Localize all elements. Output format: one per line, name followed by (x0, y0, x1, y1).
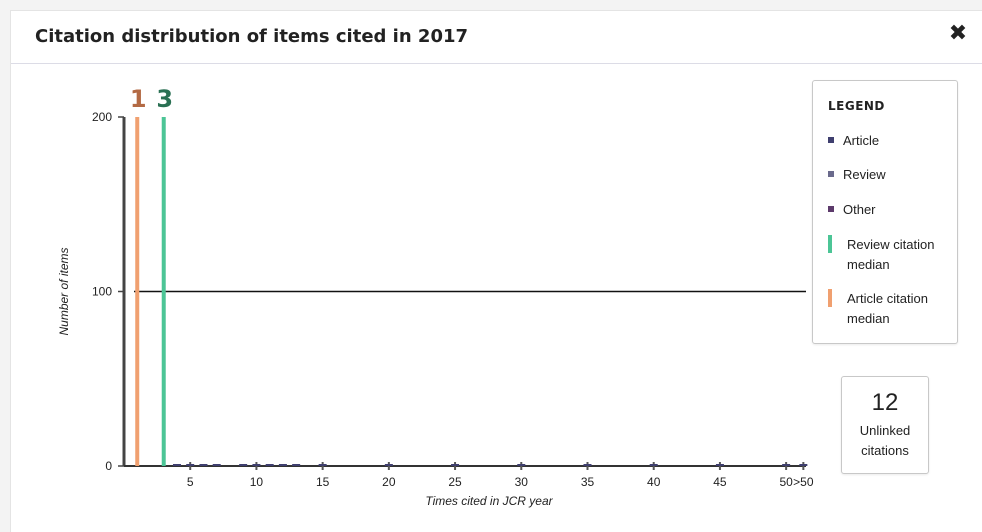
data-bar (782, 464, 791, 466)
median-label: 3 (156, 85, 173, 113)
median-line (135, 117, 140, 466)
x-tick-label: >50 (793, 475, 814, 489)
data-bar (583, 464, 592, 466)
unlinked-citations-count: 12 (871, 389, 899, 416)
data-bar (451, 464, 460, 466)
x-tick-label: 10 (250, 475, 264, 489)
dialog-header: Citation distribution of items cited in … (11, 11, 982, 64)
legend-label: Review citation median (847, 237, 935, 272)
data-bar (799, 464, 808, 466)
legend-panel: LEGEND Article Review Other Review citat… (812, 80, 958, 344)
legend-label: Article (843, 133, 880, 148)
data-bar (384, 464, 393, 466)
data-bar (517, 464, 526, 466)
data-bar (292, 464, 301, 466)
y-tick-label: 100 (92, 285, 112, 299)
median-label: 1 (130, 85, 147, 113)
x-axis-label: Times cited in JCR year (425, 494, 553, 508)
x-tick-label: 5 (187, 475, 194, 489)
x-tick-label: 20 (382, 475, 396, 489)
data-bar (649, 464, 658, 466)
dialog-title: Citation distribution of items cited in … (35, 26, 469, 47)
close-icon[interactable]: ✖ (948, 21, 968, 46)
x-tick-label: 35 (581, 475, 595, 489)
article-square-icon (828, 137, 834, 143)
legend-item-article: Article (828, 131, 948, 151)
data-bar (715, 464, 724, 466)
data-bar (239, 464, 248, 466)
data-bar (278, 464, 287, 466)
x-tick-label: 15 (316, 475, 330, 489)
legend-label: Review (843, 167, 886, 182)
other-square-icon (828, 206, 834, 212)
unlinked-citations-box: 12 Unlinked citations (841, 376, 929, 474)
legend-label: Article citation median (847, 291, 928, 326)
legend-item-article-median: Article citation median (828, 289, 948, 329)
review-median-bar-icon (828, 235, 832, 253)
unlinked-citations-label: Unlinked citations (859, 423, 911, 458)
x-tick-label: 30 (515, 475, 529, 489)
data-bar (199, 464, 208, 466)
x-tick-label: 40 (647, 475, 661, 489)
median-line (161, 117, 166, 466)
article-median-bar-icon (828, 289, 832, 307)
x-tick-label: 25 (448, 475, 462, 489)
y-tick-label: 0 (105, 459, 112, 473)
legend-item-review-median: Review citation median (828, 235, 948, 275)
data-bar (252, 464, 261, 466)
data-bar (265, 464, 274, 466)
data-bar (172, 464, 181, 466)
review-square-icon (828, 171, 834, 177)
x-tick-label: 50 (779, 475, 793, 489)
data-bar (186, 464, 195, 466)
y-tick-label: 200 (92, 110, 112, 124)
y-axis-label: Number of items (57, 247, 71, 335)
legend-item-review: Review (828, 165, 948, 185)
legend-label: Other (843, 202, 876, 217)
legend-item-other: Other (828, 200, 948, 220)
data-bar (318, 464, 327, 466)
data-bar (212, 464, 221, 466)
legend-title: LEGEND (828, 99, 885, 113)
x-tick-label: 45 (713, 475, 727, 489)
